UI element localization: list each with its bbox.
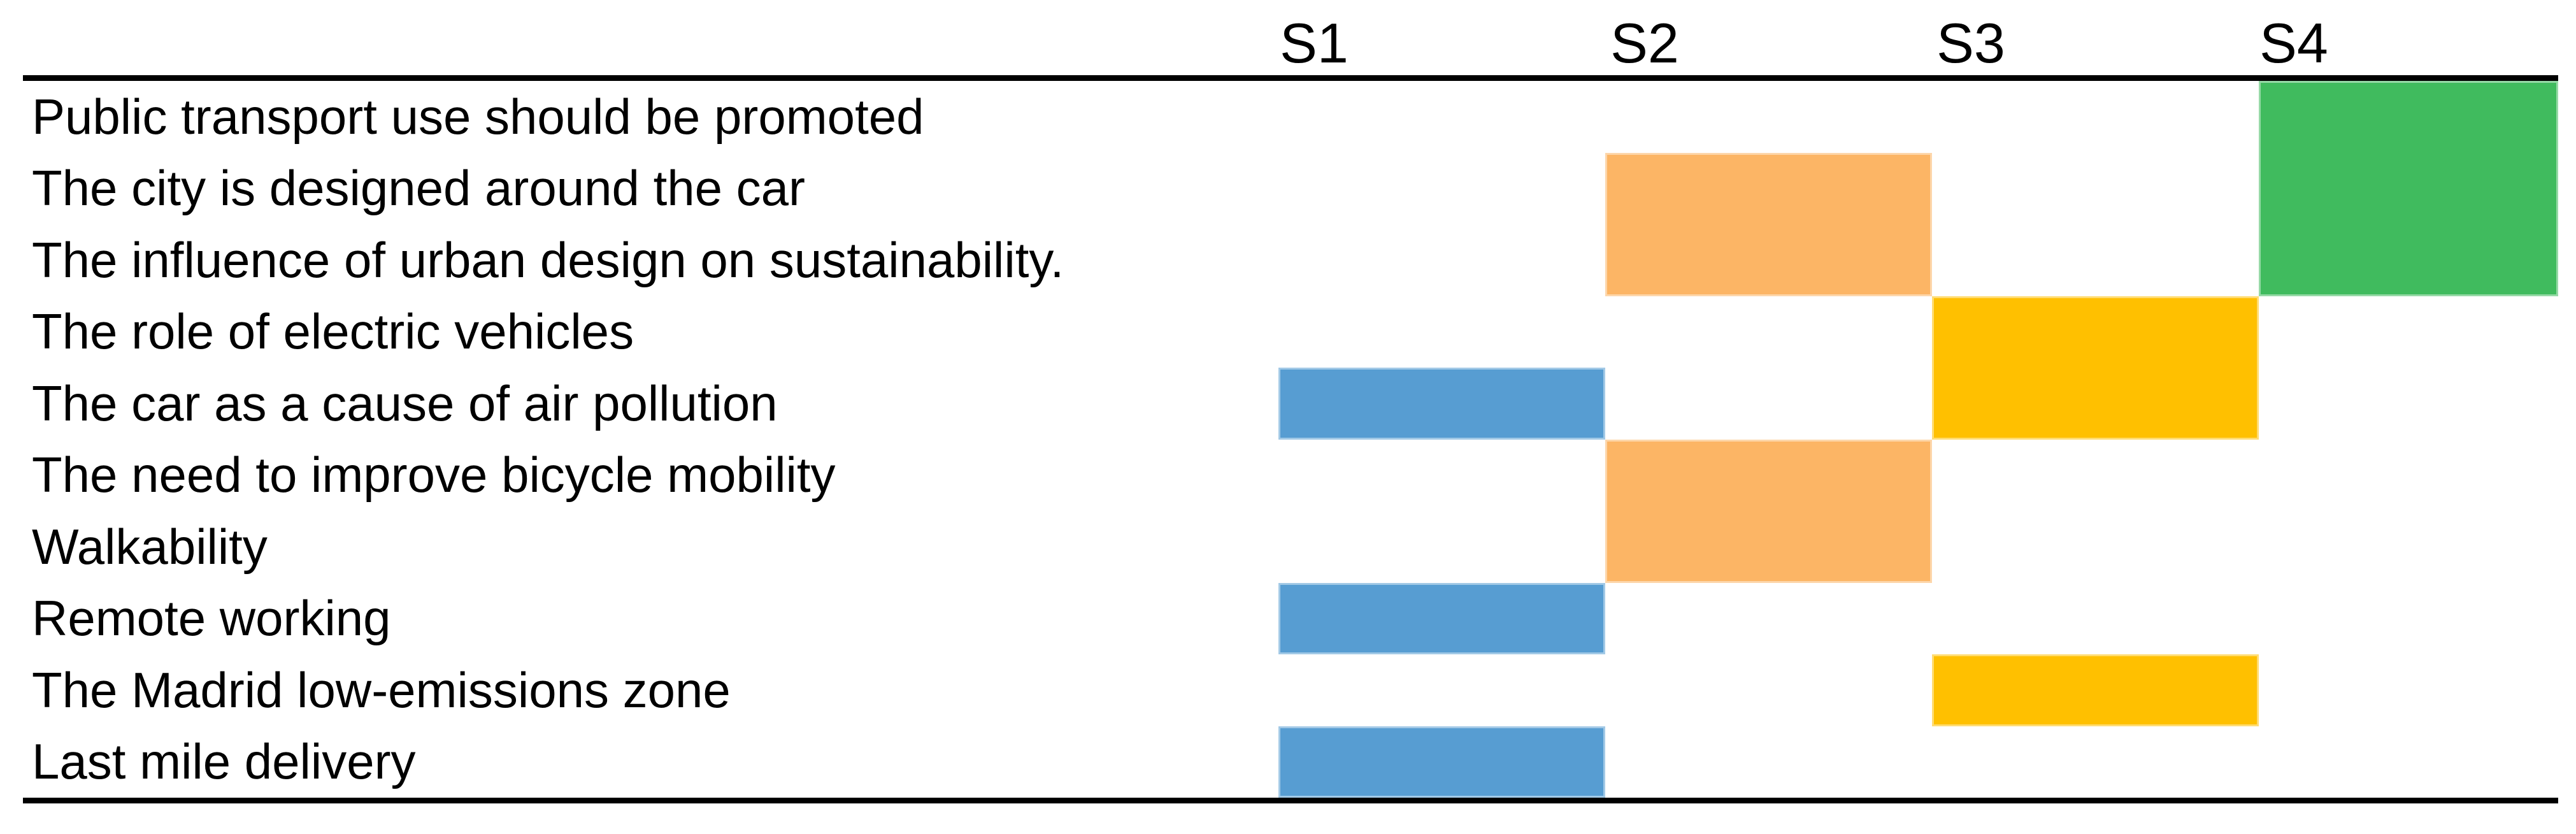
column-header-s2: S2 bbox=[1610, 11, 1679, 75]
row-label: The city is designed around the car bbox=[32, 160, 806, 217]
session-block-s1 bbox=[1278, 582, 1605, 654]
session-block-s4 bbox=[2259, 81, 2558, 296]
row-label: The influence of urban design on sustain… bbox=[32, 231, 1064, 288]
top-rule bbox=[23, 75, 2558, 81]
session-block-s3 bbox=[1932, 296, 2259, 440]
row-label: The Madrid low-emissions zone bbox=[32, 661, 731, 718]
row-label: The role of electric vehicles bbox=[32, 303, 634, 360]
session-block-s2 bbox=[1605, 439, 1932, 583]
bottom-rule bbox=[23, 798, 2558, 803]
row-label: Public transport use should be promoted bbox=[32, 88, 924, 145]
row-label: The need to improve bicycle mobility bbox=[32, 447, 836, 503]
row-label: Remote working bbox=[32, 590, 391, 647]
row-label: The car as a cause of air pollution bbox=[32, 375, 778, 431]
session-block-s3 bbox=[1932, 654, 2259, 726]
row-label: Walkability bbox=[32, 518, 268, 575]
column-header-s4: S4 bbox=[2259, 11, 2328, 75]
session-block-s2 bbox=[1605, 152, 1932, 296]
session-block-s1 bbox=[1278, 726, 1605, 798]
column-header-s1: S1 bbox=[1280, 11, 1349, 75]
column-header-s3: S3 bbox=[1936, 11, 2005, 75]
row-label: Last mile delivery bbox=[32, 733, 416, 790]
session-block-s1 bbox=[1278, 368, 1605, 440]
